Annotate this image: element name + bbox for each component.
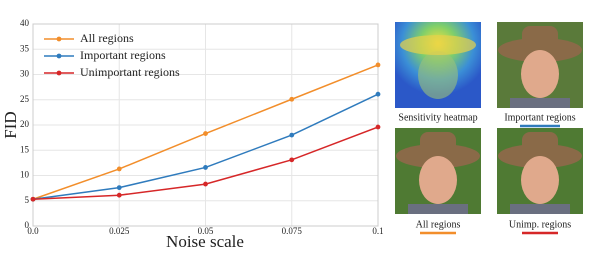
y-tick-label: 30 (20, 69, 30, 79)
x-tick-label: 0.075 (282, 226, 303, 236)
data-point (375, 62, 381, 68)
panel-caption: All regions (416, 219, 461, 230)
y-tick-label: 20 (20, 119, 30, 129)
legend-marker (56, 70, 62, 76)
data-point (375, 124, 381, 130)
photo-unimportant (497, 128, 583, 214)
plot-area: 0 5 10 15 20 25 30 35 40 0.0 0.025 0.05 0.075 0.1 All … (20, 18, 384, 236)
y-tick-label: 25 (20, 94, 30, 104)
panel-caption: Unimp. regions (509, 219, 571, 230)
data-point (116, 185, 122, 191)
photo-important (497, 22, 583, 108)
y-tick-label: 0 (25, 220, 30, 230)
data-point (203, 181, 208, 187)
legend-marker (56, 53, 62, 59)
data-point (289, 157, 295, 163)
photo-panels: Sensitivity heatmap Important regions Al… (395, 22, 583, 235)
x-tick-label: 0.1 (372, 226, 383, 236)
legend-marker (56, 36, 62, 42)
y-axis-label: FID (1, 111, 20, 138)
y-tick-label: 35 (20, 43, 30, 53)
y-tick-label: 5 (25, 195, 30, 205)
x-tick-label: 0.05 (198, 226, 214, 236)
data-point (375, 91, 381, 97)
y-tick-label: 15 (20, 144, 30, 154)
heatmap-image (395, 22, 481, 108)
legend-label: All regions (80, 31, 134, 45)
y-tick-label: 40 (20, 18, 30, 28)
legend-label: Important regions (80, 48, 166, 62)
x-axis-label: Noise scale (166, 232, 244, 251)
data-point (203, 165, 208, 170)
panel-caption: Sensitivity heatmap (398, 112, 477, 123)
panel-caption: Important regions (504, 112, 575, 123)
x-tick-label: 0.0 (27, 226, 39, 236)
data-point (116, 166, 122, 172)
photo-all (395, 128, 481, 214)
data-point (30, 196, 36, 202)
x-tick-label: 0.025 (109, 226, 130, 236)
data-point (289, 96, 295, 102)
data-point (289, 132, 295, 138)
data-point (116, 192, 122, 198)
data-point (203, 131, 208, 136)
y-tick-label: 10 (20, 170, 30, 180)
legend-label: Unimportant regions (80, 65, 180, 79)
